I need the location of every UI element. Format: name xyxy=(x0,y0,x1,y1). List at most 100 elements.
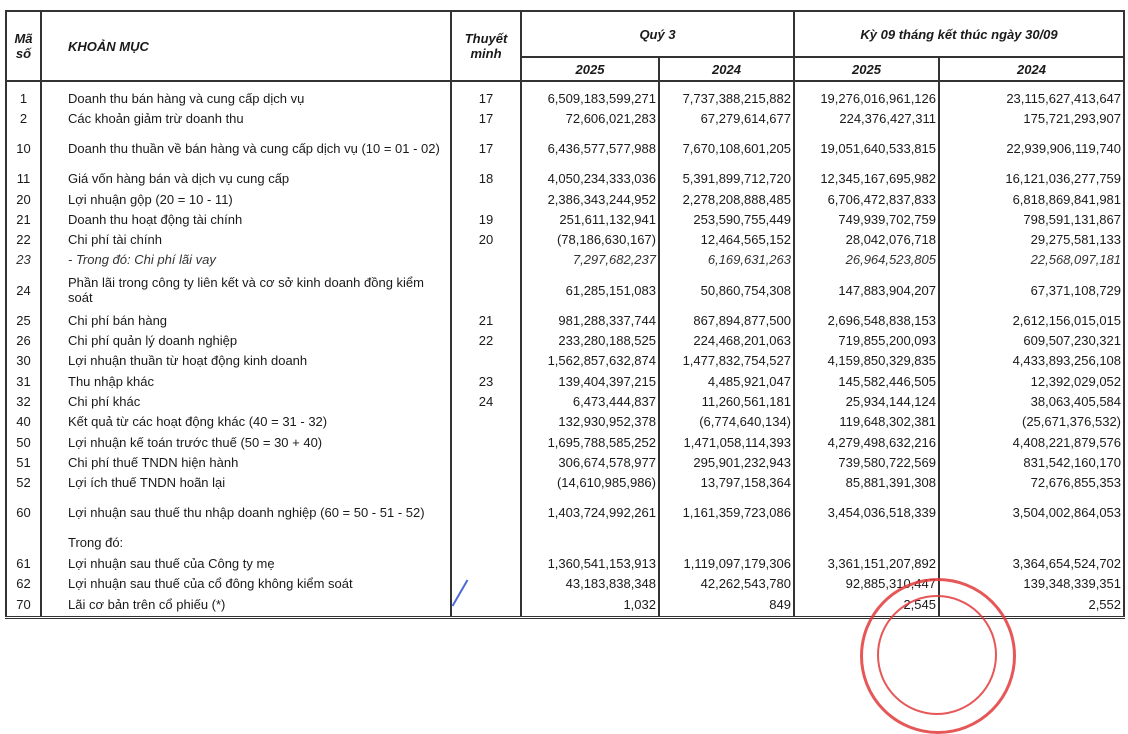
row-value: 3,504,002,864,053 xyxy=(937,492,1126,533)
row-value: 4,433,893,256,108 xyxy=(937,350,1126,371)
row-item: Chi phí quản lý doanh nghiệp xyxy=(40,330,452,351)
row-value: 4,159,850,329,835 xyxy=(793,350,940,371)
row-value xyxy=(937,532,1126,554)
table-row: 25 Chi phí bán hàng 21 981,288,337,744 867,8… xyxy=(5,310,1126,331)
table-row: 60 Lợi nhuận sau thuế thu nhập doanh nghi… xyxy=(5,492,1126,533)
header-quarter: Quý 3 xyxy=(520,10,795,58)
row-value: 749,939,702,759 xyxy=(793,209,940,230)
row-value: 739,580,722,569 xyxy=(793,452,940,473)
row-note xyxy=(450,492,522,533)
row-value: 6,436,577,577,988 xyxy=(520,128,660,169)
row-value: 798,591,131,867 xyxy=(937,209,1126,230)
row-value: 26,964,523,805 xyxy=(793,249,940,271)
row-value: 1,562,857,632,874 xyxy=(520,350,660,371)
row-value: 6,818,869,841,981 xyxy=(937,188,1126,210)
row-code: 20 xyxy=(5,188,42,210)
row-note xyxy=(450,249,522,271)
row-note xyxy=(450,472,522,493)
row-value: 29,275,581,133 xyxy=(937,229,1126,250)
row-value: 3,364,654,524,702 xyxy=(937,553,1126,574)
row-code: 1 xyxy=(5,81,42,109)
row-value: 306,674,578,977 xyxy=(520,452,660,473)
row-code: 25 xyxy=(5,310,42,331)
row-code: 62 xyxy=(5,573,42,594)
row-value: 609,507,230,321 xyxy=(937,330,1126,351)
row-item: Doanh thu hoạt động tài chính xyxy=(40,209,452,230)
table-row: 24 Phần lãi trong công ty liên kết và cơ … xyxy=(5,270,1126,311)
row-note xyxy=(450,188,522,210)
row-value: 1,695,788,585,252 xyxy=(520,431,660,453)
row-item: Chi phí bán hàng xyxy=(40,310,452,331)
row-value: 19,276,016,961,126 xyxy=(793,81,940,109)
row-value: 3,454,036,518,339 xyxy=(793,492,940,533)
row-note: 19 xyxy=(450,209,522,230)
row-note: 22 xyxy=(450,330,522,351)
row-value: 3,361,151,207,892 xyxy=(793,553,940,574)
row-note xyxy=(450,411,522,432)
row-value: 7,737,388,215,882 xyxy=(658,81,795,109)
row-note xyxy=(450,270,522,311)
row-note xyxy=(450,553,522,574)
table-row: 10 Doanh thu thuần về bán hàng và cung cấ… xyxy=(5,128,1126,169)
row-note: 17 xyxy=(450,108,522,129)
row-note xyxy=(450,350,522,371)
row-item: Doanh thu bán hàng và cung cấp dịch vụ xyxy=(40,81,452,109)
row-value: 2,696,548,838,153 xyxy=(793,310,940,331)
row-code: 31 xyxy=(5,370,42,392)
row-code: 52 xyxy=(5,472,42,493)
table-row: 2 Các khoản giảm trừ doanh thu 17 72,606,02… xyxy=(5,108,1126,129)
row-value: 175,721,293,907 xyxy=(937,108,1126,129)
row-note xyxy=(450,452,522,473)
row-value: 867,894,877,500 xyxy=(658,310,795,331)
row-item: Phần lãi trong công ty liên kết và cơ sở… xyxy=(40,270,452,311)
row-value: 224,376,427,311 xyxy=(793,108,940,129)
row-value: 295,901,232,943 xyxy=(658,452,795,473)
row-code: 11 xyxy=(5,168,42,189)
row-item: Lợi nhuận thuần từ hoạt động kinh doanh xyxy=(40,350,452,371)
row-value: (25,671,376,532) xyxy=(937,411,1126,432)
row-value xyxy=(520,532,660,554)
row-value: 6,509,183,599,271 xyxy=(520,81,660,109)
row-code: 30 xyxy=(5,350,42,371)
table-row: 40 Kết quả từ các hoạt động khác (40 = 31… xyxy=(5,411,1126,432)
row-note xyxy=(450,573,522,594)
row-code: 26 xyxy=(5,330,42,351)
row-value: 38,063,405,584 xyxy=(937,391,1126,412)
row-item: Lợi nhuận gộp (20 = 10 - 11) xyxy=(40,188,452,210)
row-value: 1,471,058,114,393 xyxy=(658,431,795,453)
row-code: 32 xyxy=(5,391,42,412)
table-row: 21 Doanh thu hoạt động tài chính 19 251,611… xyxy=(5,209,1126,230)
row-value: 61,285,151,083 xyxy=(520,270,660,311)
header-year: 2024 xyxy=(658,56,795,82)
row-value: 981,288,337,744 xyxy=(520,310,660,331)
row-value: 6,706,472,837,833 xyxy=(793,188,940,210)
row-value: 12,345,167,695,982 xyxy=(793,168,940,189)
row-value: 4,279,498,632,216 xyxy=(793,431,940,453)
row-value: 72,676,855,353 xyxy=(937,472,1126,493)
table-row: 61 Lợi nhuận sau thuế của Công ty mẹ 1,360… xyxy=(5,553,1126,574)
table-row: 1 Doanh thu bán hàng và cung cấp dịch vụ 1… xyxy=(5,81,1126,109)
row-item: Lợi nhuận kế toán trước thuế (50 = 30 + … xyxy=(40,431,452,453)
table-row: 32 Chi phí khác 24 6,473,444,837 11,260,561,… xyxy=(5,391,1126,412)
row-value xyxy=(793,532,940,554)
row-value: 7,297,682,237 xyxy=(520,249,660,271)
row-item: Kết quả từ các hoạt động khác (40 = 31 -… xyxy=(40,411,452,432)
row-value: 1,161,359,723,086 xyxy=(658,492,795,533)
row-code: 2 xyxy=(5,108,42,129)
row-value: 23,115,627,413,647 xyxy=(937,81,1126,109)
header-code: Mã số xyxy=(5,10,42,82)
row-value: 1,032 xyxy=(520,593,660,619)
row-item: Lợi nhuận sau thuế của cổ đông không kiể… xyxy=(40,573,452,594)
row-code xyxy=(5,532,42,554)
row-value: 831,542,160,170 xyxy=(937,452,1126,473)
table-row: 11 Giá vốn hàng bán và dịch vụ cung cấp 18… xyxy=(5,168,1126,189)
row-value: 85,881,391,308 xyxy=(793,472,940,493)
row-value: 132,930,952,378 xyxy=(520,411,660,432)
row-value: (14,610,985,986) xyxy=(520,472,660,493)
row-code: 60 xyxy=(5,492,42,533)
row-value: 67,279,614,677 xyxy=(658,108,795,129)
company-seal-stamp xyxy=(860,578,1016,734)
row-item: Lãi cơ bản trên cổ phiếu (*) xyxy=(40,593,452,619)
row-value: 25,934,144,124 xyxy=(793,391,940,412)
row-value: 16,121,036,277,759 xyxy=(937,168,1126,189)
